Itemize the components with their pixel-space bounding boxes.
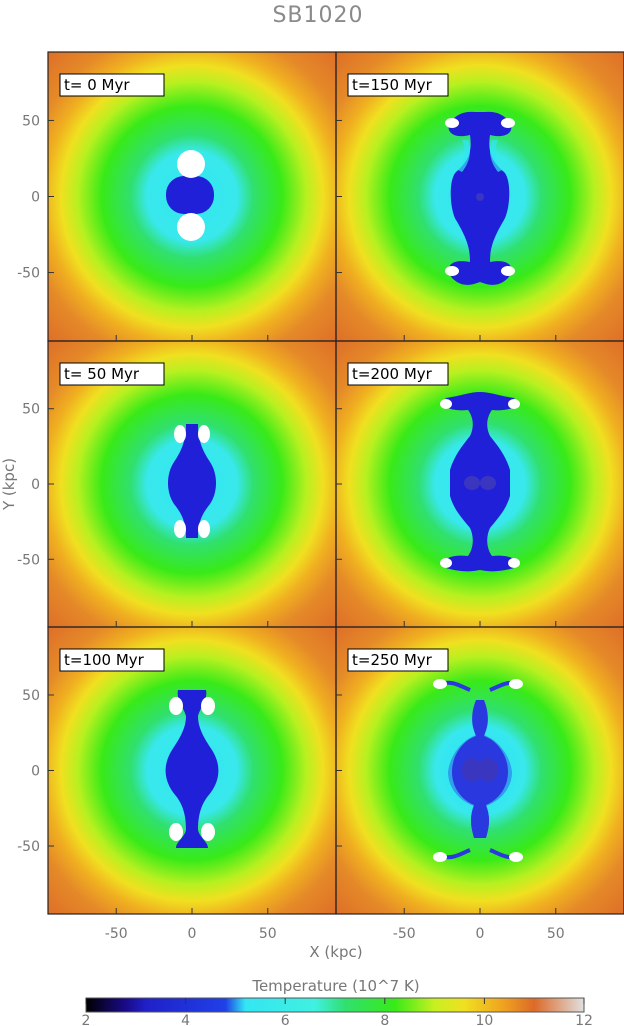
- y-tick-label: 50: [22, 402, 40, 418]
- colorbar-tick-label: 10: [475, 1013, 493, 1026]
- panel-2-label: t= 50 Myr: [64, 365, 140, 383]
- panel-5-core-right: [478, 758, 498, 782]
- x-tick-label: 0: [476, 926, 485, 942]
- panel-4-cold-gas: [165, 690, 219, 848]
- y-tick-label: 0: [31, 764, 40, 780]
- panel-1-bubble-tr: [501, 118, 515, 128]
- panel-3-label: t=200 Myr: [352, 365, 433, 383]
- panel-1-edge-highlight: [458, 140, 502, 172]
- panel-2-bubble-br: [198, 520, 210, 538]
- panel-0-cold-core: [166, 176, 214, 214]
- panel-2-bubble-tl: [174, 425, 186, 443]
- panel-4-label: t=100 Myr: [64, 651, 145, 669]
- y-tick-label: 50: [22, 688, 40, 704]
- panel-2-features: [168, 424, 216, 538]
- y-tick-label: -50: [17, 839, 40, 855]
- panel-5-bubble-bl: [433, 852, 447, 862]
- panel-1-bubble-tl: [445, 118, 459, 128]
- panel-5-label: t=250 Myr: [352, 651, 433, 669]
- panel-labels: t= 0 Myr t=150 Myr t= 50 Myr t=200 Myr t=100…: [59, 73, 449, 672]
- x-tick-label: 50: [259, 926, 277, 942]
- panel-4-features: [165, 690, 219, 848]
- colorbar-tick-label: 2: [82, 1013, 91, 1026]
- panel-2-bubble-bl: [174, 520, 186, 538]
- x-axis-label: X (kpc): [309, 943, 362, 961]
- panel-5-features: [433, 679, 523, 862]
- panel-5-bubble-tr: [509, 679, 523, 689]
- colorbar-tick-label: 8: [380, 1013, 389, 1026]
- y-tick-label: -50: [17, 552, 40, 568]
- panel-2-bubble-tr: [198, 425, 210, 443]
- colorbar-tick-label: 6: [281, 1013, 290, 1026]
- panel-3-bubble-tl: [440, 399, 452, 409]
- axes: 50 0 -50 50 0 -50 50 0 -50 -50 0 50 -50 0 50: [17, 113, 565, 942]
- panel-4-bubble-br: [201, 823, 215, 841]
- panel-4-bubble-tr: [201, 697, 215, 715]
- x-tick-label: 50: [547, 926, 565, 942]
- panel-0-bubble-top: [177, 150, 205, 178]
- panel-1-bubble-br: [501, 266, 515, 276]
- panel-3-label-box: [347, 362, 449, 386]
- y-tick-label: 50: [22, 113, 40, 129]
- colorbar-ticks: 2 4 6 8 10 12: [82, 998, 593, 1026]
- panel-5-bubble-br: [509, 852, 523, 862]
- panel-1-bubble-bl: [445, 266, 459, 276]
- panel-3-cold-gas: [443, 392, 517, 572]
- panel-0-features: [166, 150, 214, 241]
- panel-1-label-box: [347, 73, 449, 97]
- colorbar: [85, 997, 585, 1013]
- panel-1-features: [445, 111, 515, 285]
- panel-0-label-box: [59, 73, 165, 97]
- chart-title: SB1020: [272, 3, 363, 28]
- panel-3-core-right: [480, 476, 496, 490]
- panel-4-bubble-tl: [169, 697, 183, 715]
- panel-2-cold-gas: [168, 424, 216, 538]
- panel-0-label: t= 0 Myr: [64, 76, 130, 94]
- y-axis-label: Y (kpc): [0, 458, 18, 511]
- y-tick-label: 0: [31, 477, 40, 493]
- panel-3-bubble-tr: [508, 399, 520, 409]
- x-tick-label: 0: [188, 926, 197, 942]
- panel-0-bubble-bottom: [177, 213, 205, 241]
- y-tick-label: 0: [31, 190, 40, 206]
- panel-1-label: t=150 Myr: [352, 76, 433, 94]
- colorbar-label: Temperature (10^7 K): [251, 977, 419, 995]
- colorbar-tick-label: 12: [575, 1013, 593, 1026]
- colorbar-tick-label: 4: [181, 1013, 190, 1026]
- panel-5-bubble-tl: [433, 679, 447, 689]
- panel-4-bubble-bl: [169, 823, 183, 841]
- panel-3-features: [440, 392, 520, 572]
- panel-2-label-box: [59, 362, 165, 386]
- x-tick-label: -50: [105, 926, 128, 942]
- panel-5-label-box: [347, 648, 449, 672]
- panel-1-core-dot: [476, 193, 484, 201]
- panel-5-core-left: [462, 758, 482, 782]
- y-tick-label: -50: [17, 266, 40, 282]
- x-tick-label: -50: [393, 926, 416, 942]
- panel-3-bubble-br: [508, 558, 520, 568]
- panel-4-label-box: [59, 648, 165, 672]
- panel-3-bubble-bl: [440, 558, 452, 568]
- panel-3-core-left: [464, 476, 480, 490]
